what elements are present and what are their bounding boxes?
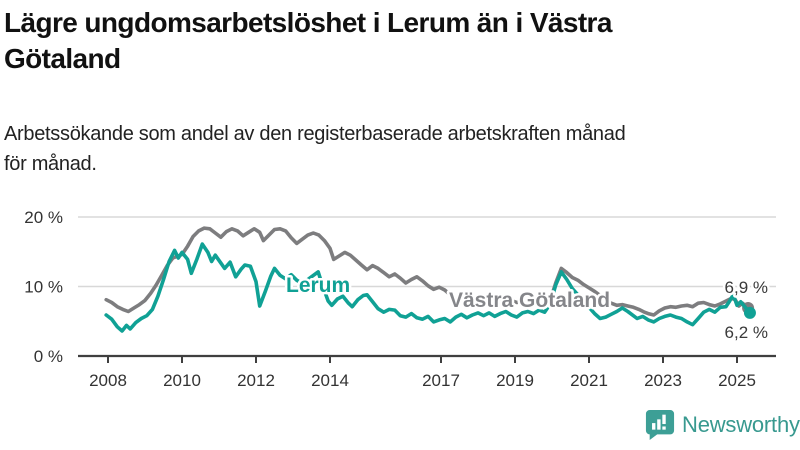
exclamation-dot: [662, 426, 666, 430]
line-v-stra-g-taland: [104, 226, 750, 317]
x-axis-label-2008: 2008: [89, 371, 127, 390]
chart-subtitle: Arbetssökande som andel av den registerb…: [4, 119, 794, 179]
exclamation-bar: [662, 414, 666, 425]
series-label-v-stra-g-taland: Västra Götaland: [449, 289, 610, 312]
page-title-line2: Götaland: [4, 43, 121, 74]
newsworthy-logo-text: Newsworthy: [682, 411, 800, 437]
x-axis-label-2021: 2021: [570, 371, 608, 390]
x-axis-label-2019: 2019: [496, 371, 534, 390]
y-axis-label-20: 20 %: [24, 208, 63, 227]
y-axis-label-0: 0 %: [34, 347, 63, 366]
page-title-line1: Lägre ungdomsarbetslöshet i Lerum än i V…: [4, 7, 612, 38]
bar-chart-speech-bubble-icon: [645, 409, 675, 440]
chart-subtitle-line2: för månad.: [4, 153, 97, 175]
bar-1: [652, 423, 656, 430]
newsworthy-logo: Newsworthy: [645, 409, 800, 440]
page-title: Lägre ungdomsarbetslöshet i Lerum än i V…: [4, 5, 784, 77]
x-axis-label-2012: 2012: [237, 371, 275, 390]
y-axis-label-10: 10 %: [24, 278, 63, 297]
x-axis-label-2010: 2010: [163, 371, 201, 390]
unemployment-line-chart: 2008 2010 2012 2014 2017 2019 2021 2023 2025 0 % 1…: [24, 208, 776, 390]
x-axis-label-2014: 2014: [311, 371, 349, 390]
end-value-label-v-stra-g-taland: 6,9 %: [725, 278, 768, 297]
x-axis-label-2023: 2023: [644, 371, 682, 390]
chart-subtitle-line1: Arbetssökande som andel av den registerb…: [4, 123, 626, 145]
series-label-lerum: Lerum: [286, 274, 350, 297]
line-lerum: [104, 242, 752, 333]
bar-2: [657, 419, 661, 430]
x-axis-label-2017: 2017: [422, 371, 460, 390]
x-axis-label-2025: 2025: [718, 371, 756, 390]
end-value-label-lerum: 6,2 %: [725, 323, 768, 342]
end-dot-lerum: [743, 306, 756, 319]
